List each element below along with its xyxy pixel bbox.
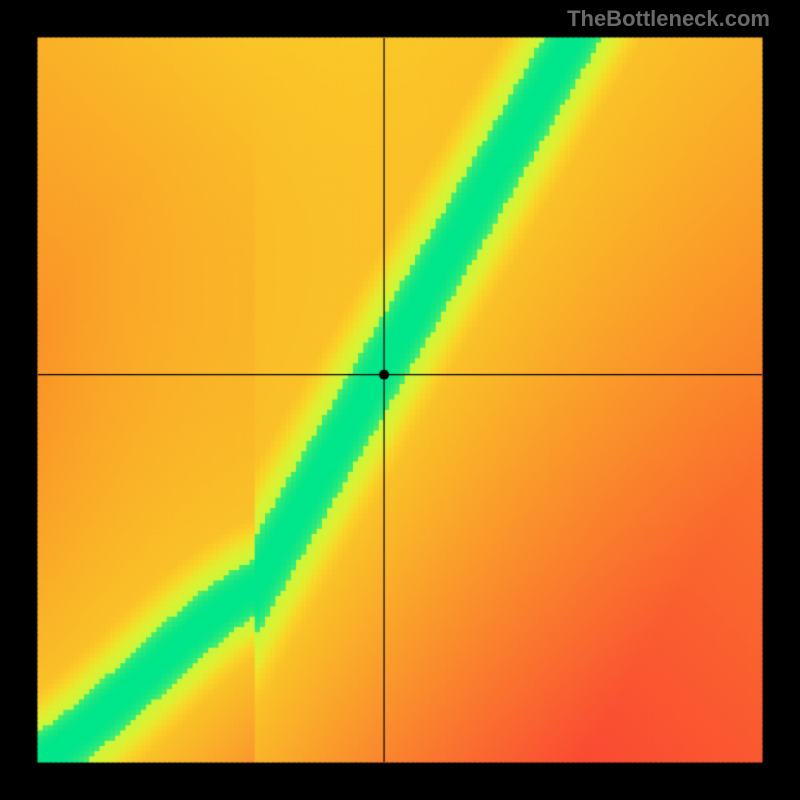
watermark-text: TheBottleneck.com: [567, 6, 770, 32]
heatmap-canvas: [0, 0, 800, 800]
chart-container: TheBottleneck.com: [0, 0, 800, 800]
